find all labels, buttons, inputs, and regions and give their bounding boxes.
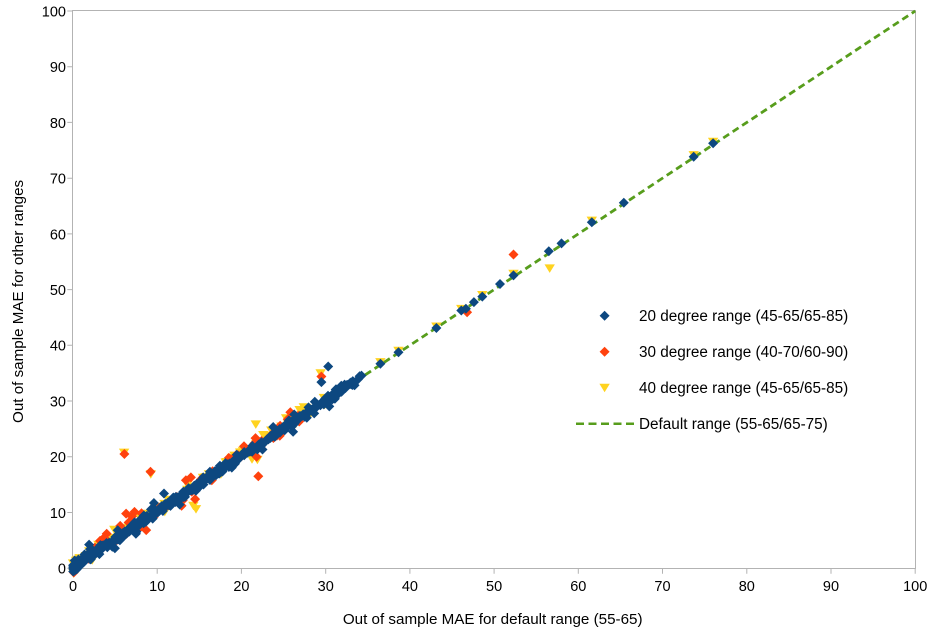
svg-text:80: 80 [50, 116, 66, 132]
svg-text:30: 30 [318, 579, 334, 595]
svg-text:40: 40 [402, 579, 418, 595]
svg-text:50: 50 [50, 283, 66, 299]
svg-text:60: 60 [50, 227, 66, 243]
svg-text:80: 80 [739, 579, 755, 595]
svg-text:30: 30 [50, 394, 66, 410]
svg-text:20 degree range (45-65/65-85): 20 degree range (45-65/65-85) [639, 308, 848, 325]
svg-text:60: 60 [570, 579, 586, 595]
svg-text:20: 20 [233, 579, 249, 595]
svg-text:100: 100 [42, 4, 66, 20]
svg-text:40 degree range (45-65/65-85): 40 degree range (45-65/65-85) [639, 380, 848, 397]
svg-text:20: 20 [50, 450, 66, 466]
svg-text:0: 0 [58, 562, 66, 578]
svg-text:Out of sample MAE for other ra: Out of sample MAE for other ranges [10, 179, 27, 423]
svg-text:40: 40 [50, 339, 66, 355]
svg-text:50: 50 [486, 579, 502, 595]
svg-text:30 degree range (40-70/60-90): 30 degree range (40-70/60-90) [639, 344, 848, 361]
svg-text:10: 10 [50, 506, 66, 522]
svg-text:90: 90 [50, 60, 66, 76]
svg-text:10: 10 [149, 579, 165, 595]
svg-text:100: 100 [903, 579, 927, 595]
svg-text:70: 70 [654, 579, 670, 595]
svg-text:Default range (55-65/65-75): Default range (55-65/65-75) [639, 416, 828, 433]
svg-text:70: 70 [50, 172, 66, 188]
svg-text:90: 90 [823, 579, 839, 595]
svg-text:0: 0 [69, 579, 77, 595]
svg-text:Out of sample MAE for default: Out of sample MAE for default range (55-… [343, 611, 643, 628]
